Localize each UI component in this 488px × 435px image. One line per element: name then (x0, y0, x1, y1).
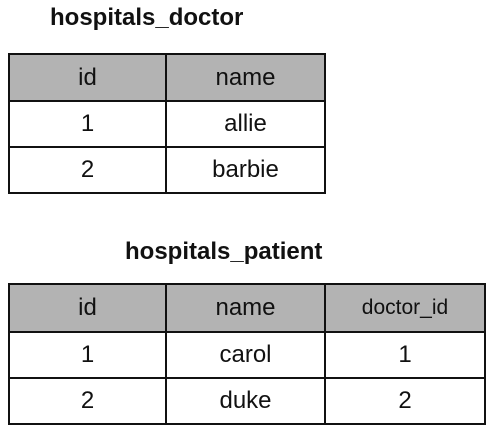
table-cell-id: 2 (8, 146, 167, 194)
table-header-row: id name (8, 53, 326, 102)
patient-table: id name doctor_id 1 carol 1 2 duke 2 (8, 283, 486, 425)
table-cell-name: allie (165, 100, 326, 148)
table-row: 2 barbie (8, 146, 326, 194)
table-cell-id: 1 (8, 100, 167, 148)
table-cell-id: 1 (8, 331, 167, 379)
table-cell-id: 2 (8, 377, 167, 425)
table-cell-name: barbie (165, 146, 326, 194)
table-row: 1 allie (8, 100, 326, 148)
patient-table-title: hospitals_patient (125, 238, 323, 265)
column-header-doctor-id: doctor_id (324, 283, 486, 333)
column-header-name: name (165, 283, 326, 333)
doctor-table-title: hospitals_doctor (50, 4, 244, 31)
table-cell-name: duke (165, 377, 326, 425)
table-cell-doctor-id: 1 (324, 331, 486, 379)
table-cell-doctor-id: 2 (324, 377, 486, 425)
table-row: 1 carol 1 (8, 331, 486, 379)
table-row: 2 duke 2 (8, 377, 486, 425)
column-header-id: id (8, 53, 167, 102)
column-header-id: id (8, 283, 167, 333)
doctor-table: id name 1 allie 2 barbie (8, 53, 326, 194)
table-cell-name: carol (165, 331, 326, 379)
column-header-name: name (165, 53, 326, 102)
table-header-row: id name doctor_id (8, 283, 486, 333)
